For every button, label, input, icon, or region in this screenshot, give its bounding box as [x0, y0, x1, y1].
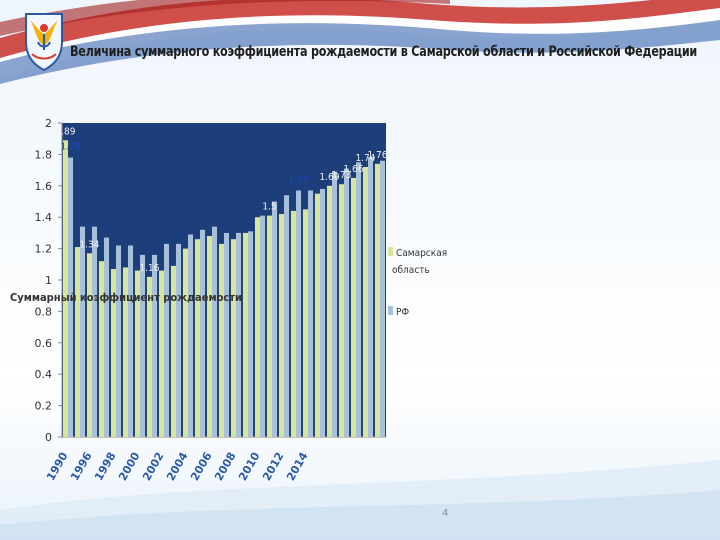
- bar-samara: [314, 193, 320, 437]
- bar-rf: [80, 226, 86, 437]
- x-tick-label: 2012: [260, 450, 287, 483]
- legend-swatch-rf: [388, 306, 393, 315]
- y-tick-label: 1.8: [35, 148, 53, 161]
- x-tick-label: 1990: [44, 450, 71, 483]
- data-label-samara: 1.74: [355, 153, 375, 164]
- bar-samara: [182, 248, 188, 437]
- y-tick-label: 0.2: [35, 400, 53, 413]
- legend-label-samara: Самарская: [396, 248, 447, 259]
- bar-samara: [362, 166, 368, 437]
- bar-rf: [380, 160, 386, 437]
- data-label-samara: 1.5: [262, 202, 276, 213]
- bar-samara: [158, 270, 164, 437]
- slide-title: Величина суммарного коэффициента рождаем…: [70, 44, 698, 60]
- x-tick-label: 2010: [236, 450, 263, 483]
- bar-samara: [230, 239, 236, 437]
- bar-samara: [98, 261, 104, 437]
- page-number: 4: [442, 508, 449, 519]
- y-tick-label: 0.8: [35, 305, 53, 318]
- bar-rf: [152, 254, 158, 437]
- bar-samara: [110, 269, 116, 437]
- x-tick-label: 2004: [164, 450, 191, 483]
- bar-rf: [128, 245, 134, 437]
- bar-rf: [272, 201, 278, 437]
- legend-label-samara-line2: область: [392, 264, 430, 276]
- bar-rf: [368, 157, 374, 438]
- bar-rf: [104, 237, 110, 437]
- bar-rf: [164, 243, 170, 437]
- bar-samara: [374, 163, 380, 437]
- bar-rf: [296, 190, 302, 437]
- bar-samara: [134, 270, 140, 437]
- legend-label-rf: РФ: [396, 307, 409, 318]
- bar-samara: [242, 232, 248, 437]
- y-tick-label: 1.4: [35, 211, 53, 224]
- bar-rf: [224, 232, 230, 437]
- x-tick-label: 2000: [116, 450, 143, 483]
- y-tick-label: 0.4: [35, 368, 53, 381]
- data-label-samara: 1.76: [367, 150, 387, 161]
- bar-samara: [350, 177, 356, 437]
- x-tick-label: 2006: [188, 450, 215, 483]
- bar-rf: [212, 226, 218, 437]
- bar-rf: [140, 254, 146, 437]
- bar-rf: [68, 157, 74, 438]
- data-label-samara: 1.89: [55, 126, 75, 137]
- x-tick-label: 1996: [68, 450, 95, 483]
- data-label-samara: 1.16: [139, 263, 159, 274]
- bar-samara: [266, 215, 272, 437]
- data-label-samara: 1.69: [319, 172, 339, 183]
- y-tick-label: 1.2: [35, 243, 53, 256]
- bar-samara: [146, 276, 152, 437]
- x-tick-label: 2014: [284, 450, 311, 483]
- y-axis-title: Суммарный коэффициент рождаемости: [10, 291, 242, 304]
- bar-samara: [338, 184, 344, 437]
- emblem-logo: [25, 13, 63, 72]
- data-label-samara: 1.73: [331, 170, 351, 181]
- bar-samara: [218, 243, 224, 437]
- bar-samara: [278, 214, 284, 437]
- y-tick-label: 1.6: [35, 180, 53, 193]
- bar-rf: [236, 232, 242, 437]
- bar-rf: [356, 162, 362, 437]
- bar-rf: [320, 188, 326, 437]
- x-tick-label: 1998: [92, 450, 119, 483]
- bar-rf: [332, 171, 338, 438]
- bar-rf: [260, 215, 266, 437]
- data-label-rf: 1.57: [289, 175, 309, 186]
- bar-samara: [62, 140, 68, 437]
- bar-samara: [74, 247, 80, 437]
- bar-samara: [86, 253, 92, 437]
- y-tick-label: 1: [45, 274, 52, 287]
- y-tick-label: 0: [45, 431, 52, 444]
- bar-samara: [290, 210, 296, 437]
- bar-samara: [194, 239, 200, 437]
- data-label-samara: 1.34: [79, 239, 99, 250]
- bar-rf: [176, 243, 182, 437]
- bar-rf: [248, 231, 254, 437]
- bar-rf: [344, 168, 350, 437]
- bar-samara: [254, 217, 260, 437]
- bar-samara: [206, 236, 212, 437]
- bar-rf: [116, 245, 122, 437]
- data-label-rf: 1.78: [61, 142, 81, 153]
- y-tick-label: 0.6: [35, 337, 53, 350]
- x-tick-label: 2002: [140, 450, 167, 483]
- bar-samara: [302, 209, 308, 437]
- y-tick-label: 2: [45, 117, 52, 130]
- bar-samara: [326, 185, 332, 437]
- bar-rf: [200, 229, 206, 437]
- legend-swatch-samara: [388, 247, 393, 256]
- bar-rf: [308, 190, 314, 437]
- bar-samara: [122, 267, 128, 437]
- x-tick-label: 2008: [212, 450, 239, 483]
- bar-rf: [92, 226, 98, 437]
- bar-rf: [284, 195, 290, 437]
- bar-rf: [188, 234, 194, 437]
- bar-samara: [170, 265, 176, 437]
- data-label-samara: 1.66: [343, 164, 363, 175]
